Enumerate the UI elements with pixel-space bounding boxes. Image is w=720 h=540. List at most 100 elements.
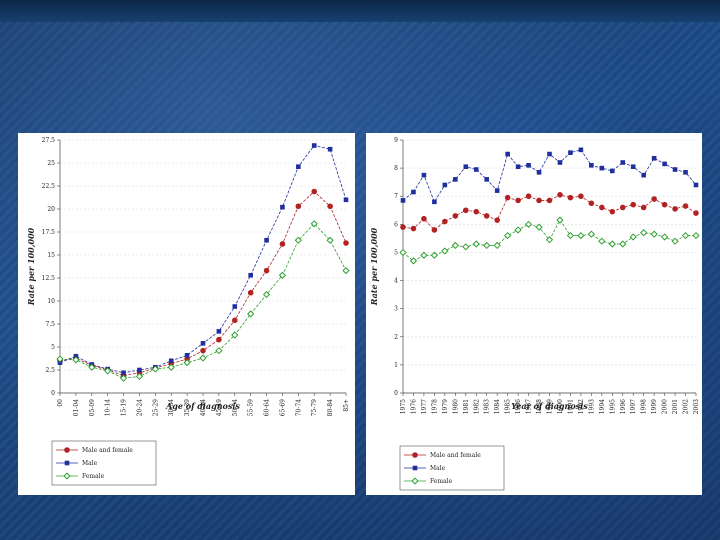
data-point-male [216,329,222,334]
data-point-female [88,363,96,371]
data-point-female [310,220,318,228]
data-point-male [168,358,174,364]
x-tick-label: 60-64 [264,399,271,416]
data-point-male-and-female [682,203,689,209]
x-tick-label: 1992 [578,399,585,414]
y-axis-label: Rate per 100,000 [369,227,379,306]
y-tick-label: 20 [47,206,55,213]
data-point-male-and-female [557,192,563,198]
data-point-male [411,189,416,195]
data-point-male [311,143,317,148]
data-point-male-and-female [343,240,349,246]
data-point-female [514,226,522,234]
data-point-female [535,223,543,231]
x-tick-label: 2000 [662,399,669,414]
legend-label-female: Female [430,478,453,485]
data-point-male [494,188,500,193]
data-point-male-and-female [619,204,626,211]
data-point-male [683,170,688,175]
data-point-male [280,204,285,210]
age-rate-chart: 0 2.5 5 7.5 10 12.5 15 17.5 20 22.5 25 27.5 00 01-04 0… [26,137,350,486]
data-point-female [451,241,459,250]
data-point-female [462,243,470,251]
y-tick-label: 25 [47,160,55,167]
x-tick-label: 2001 [672,399,679,414]
legend: Male and female Male Female [51,440,157,486]
x-tick-label: 1999 [651,399,658,414]
data-point-male [73,353,79,359]
data-point-male [672,167,678,172]
x-tick-label: 45-49 [216,399,223,416]
x-tick-label: 85+ [343,399,350,412]
data-point-female [566,231,575,240]
x-tick-label: 05-09 [89,399,96,416]
data-point-male [200,341,206,346]
series-male [57,143,349,376]
data-point-female [420,251,428,259]
data-point-male-and-female [578,193,584,200]
data-point-female [399,248,407,257]
data-point-female [661,233,669,241]
data-point-male [568,150,573,155]
data-point-male-and-female [661,201,668,208]
legend-marker-female [411,477,419,485]
legend: Male and female Male Female [399,445,505,491]
y-tick-label: 15 [47,252,55,259]
x-tick-label: 1985 [505,399,512,414]
data-point-male-and-female [327,203,333,210]
x-tick-label: 20-24 [136,399,143,416]
series-female [399,216,700,265]
data-point-female [504,231,512,240]
x-tick-label: 75-79 [311,399,318,416]
y-tick-label: 27.5 [42,137,56,144]
y-tick-label: 5 [51,344,55,351]
data-point-male [651,155,657,161]
x-tick-label: 1987 [526,399,533,414]
data-point-male [184,352,190,358]
series-male [400,147,699,205]
legend-label-male-and-female: Male and female [430,452,481,459]
data-point-female [56,355,64,363]
legend-marker-female [63,472,71,480]
x-axis-label: Year of diagnosis [511,401,588,411]
y-tick-label: 5 [394,249,398,256]
data-point-female [545,236,554,244]
data-point-male [578,147,584,153]
chart-panel-age: 0 2.5 5 7.5 10 12.5 15 17.5 20 22.5 25 27.5 00 01-04 0… [18,133,355,495]
y-tick-label: 7.5 [45,321,55,328]
data-point-male-and-female [640,204,647,211]
series-male-and-female [57,188,349,379]
data-point-male [609,168,615,174]
data-point-male [453,177,458,182]
x-tick-label: 1993 [588,399,595,414]
y-axis-label: Rate per 100,000 [26,227,36,306]
data-point-male [264,237,269,243]
data-point-female [326,236,334,244]
x-tick-label: 00 [57,399,64,407]
y-tick-label: 2.5 [45,367,55,374]
y-tick-label: 3 [394,306,398,313]
data-point-male [641,172,646,178]
data-point-male-and-female [400,224,406,230]
data-point-male-and-female [651,196,657,202]
data-point-male-and-female [609,208,616,215]
title-band [0,0,720,22]
x-tick-label: 55-59 [248,399,255,416]
data-point-male [599,165,605,171]
data-point-male-and-female [200,347,206,354]
x-tick-label: 1994 [599,399,606,414]
x-tick-label: 1983 [484,399,491,414]
data-point-female [483,241,491,250]
data-point-male [248,272,253,278]
x-tick-label: 1976 [410,399,417,414]
x-tick-label: 40-44 [200,399,207,416]
y-tick-label: 4 [394,278,398,285]
y-tick-label: 0 [51,390,55,397]
data-point-male [662,161,667,167]
y-tick-label: 7 [394,193,398,200]
series-line-male-and-female [402,194,697,231]
x-tick-label: 1991 [567,399,574,414]
data-point-male [526,163,531,168]
x-tick-label: 30-34 [168,399,175,416]
data-point-male-and-female [515,197,521,204]
